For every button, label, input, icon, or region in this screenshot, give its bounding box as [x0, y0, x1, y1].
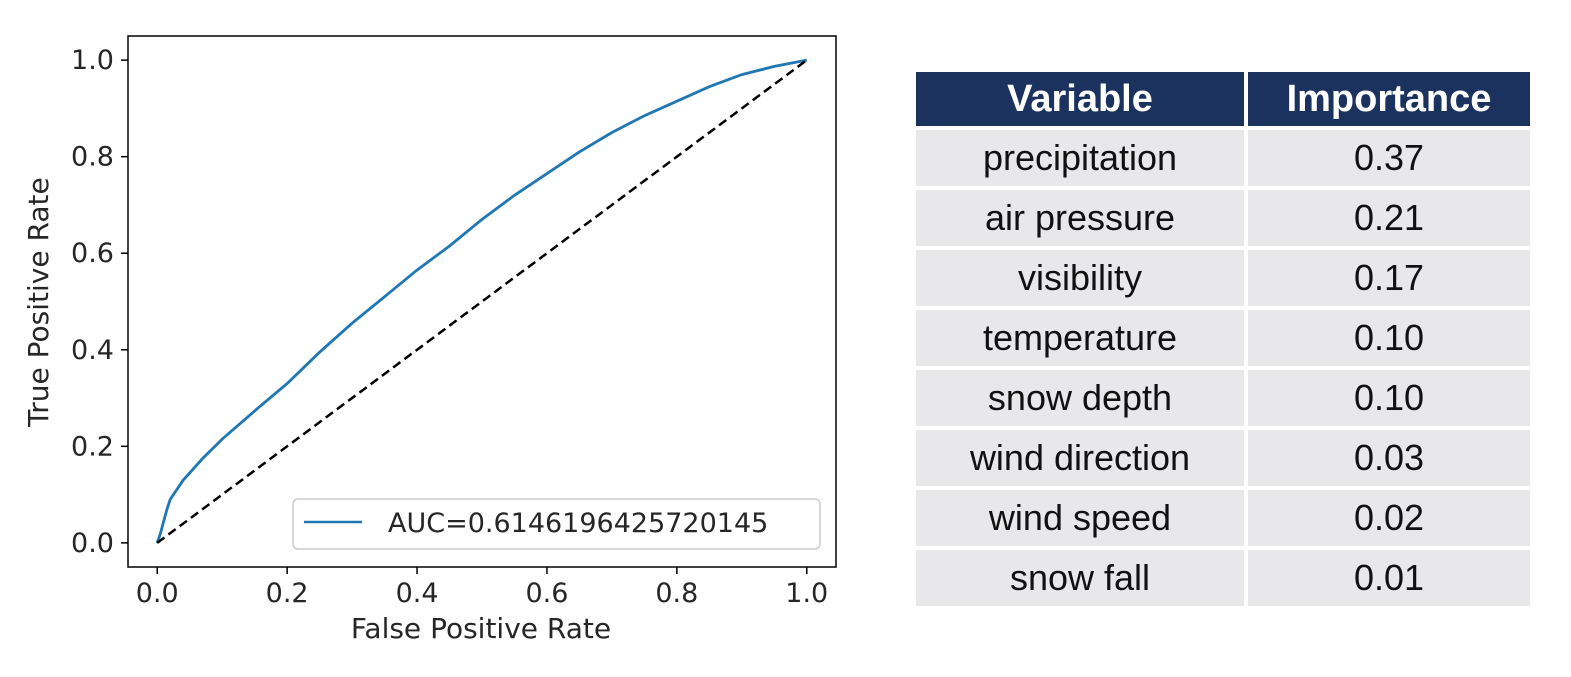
variable-cell: wind speed — [916, 490, 1244, 546]
variable-cell: air pressure — [916, 190, 1244, 246]
y-tick-label: 0.6 — [71, 238, 114, 269]
y-tick-label: 0.0 — [71, 528, 114, 559]
variable-cell: snow depth — [916, 370, 1244, 426]
x-axis-title: False Positive Rate — [351, 612, 611, 645]
header-variable: Variable — [916, 72, 1244, 126]
plot-area-frame — [127, 35, 837, 568]
table-row: wind direction 0.03 — [916, 430, 1530, 486]
table-row: air pressure 0.21 — [916, 190, 1530, 246]
y-tick-label: 0.2 — [71, 431, 114, 462]
variable-cell: temperature — [916, 310, 1244, 366]
table-row: temperature 0.10 — [916, 310, 1530, 366]
legend: AUC=0.6146196425720145 — [292, 498, 821, 550]
x-tick-label: 1.0 — [785, 578, 828, 609]
x-tick-label: 0.4 — [396, 578, 439, 609]
y-axis-title: True Positive Rate — [22, 177, 55, 427]
x-tick-label: 0.6 — [525, 578, 568, 609]
importance-cell: 0.10 — [1248, 310, 1530, 366]
table-row: snow fall 0.01 — [916, 550, 1530, 606]
x-tick-label: 0.0 — [136, 578, 179, 609]
roc-chart-svg: 0.0 0.2 0.4 0.6 0.8 1.0 0.0 0.2 0.4 0.6 0.8 1.0 Fa… — [22, 35, 837, 645]
importance-cell: 0.21 — [1248, 190, 1530, 246]
table-header-row: Variable Importance — [916, 72, 1530, 126]
x-tick-label: 0.8 — [655, 578, 698, 609]
importance-cell: 0.02 — [1248, 490, 1530, 546]
table-row: snow depth 0.10 — [916, 370, 1530, 426]
variable-cell: visibility — [916, 250, 1244, 306]
variable-cell: precipitation — [916, 130, 1244, 186]
header-importance: Importance — [1248, 72, 1530, 126]
roc-curve-line — [155, 58, 808, 544]
importance-cell: 0.17 — [1248, 250, 1530, 306]
y-tick-label: 0.4 — [71, 335, 114, 366]
importance-cell: 0.37 — [1248, 130, 1530, 186]
y-tick-label: 0.8 — [71, 142, 114, 173]
importance-cell: 0.03 — [1248, 430, 1530, 486]
variable-importance-table: Variable Importance precipitation 0.37 a… — [912, 68, 1534, 610]
x-tick-label: 0.2 — [266, 578, 309, 609]
legend-box — [292, 498, 821, 550]
table-row: wind speed 0.02 — [916, 490, 1530, 546]
y-tick-label: 1.0 — [71, 45, 114, 76]
legend-label: AUC=0.6146196425720145 — [388, 508, 768, 539]
table-row: precipitation 0.37 — [916, 130, 1530, 186]
importance-cell: 0.01 — [1248, 550, 1530, 606]
variable-cell: wind direction — [916, 430, 1244, 486]
importance-cell: 0.10 — [1248, 370, 1530, 426]
variable-cell: snow fall — [916, 550, 1244, 606]
table-row: visibility 0.17 — [916, 250, 1530, 306]
chance-diagonal-line — [156, 59, 808, 544]
roc-chart: 0.0 0.2 0.4 0.6 0.8 1.0 0.0 0.2 0.4 0.6 0.8 1.0 Fa… — [22, 35, 837, 645]
